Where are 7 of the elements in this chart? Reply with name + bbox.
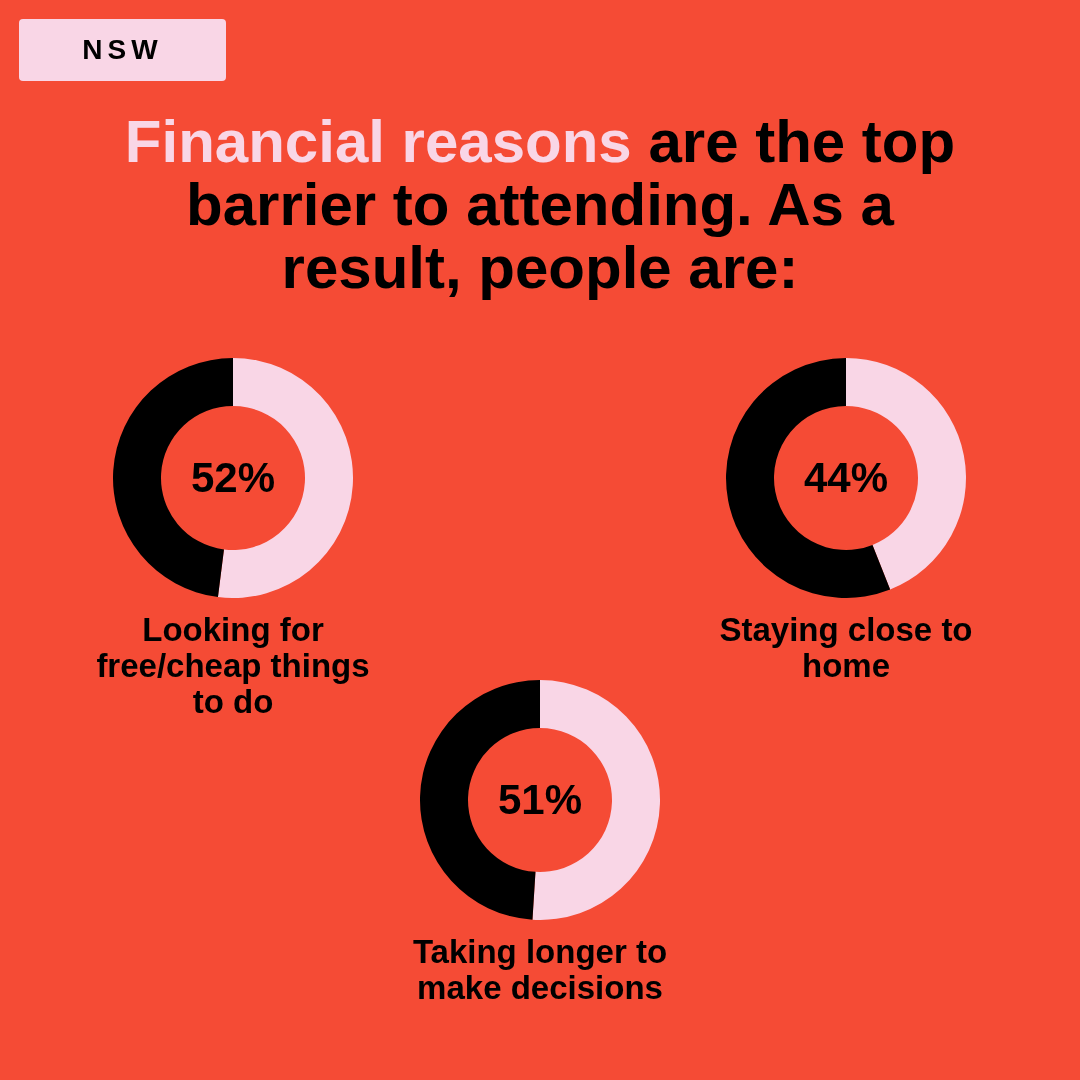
text: Taking longer to make decisions <box>411 933 669 1006</box>
data-label: 51% <box>497 775 583 823</box>
text: Looking for free/cheap things to do <box>95 611 371 720</box>
data-label: 44% <box>803 453 889 501</box>
text: Staying close to home <box>718 611 974 684</box>
chart-title: Financial reasons are the top barrier to attending. As a result, people are: <box>124 108 956 301</box>
data-label: 52% <box>190 453 276 501</box>
